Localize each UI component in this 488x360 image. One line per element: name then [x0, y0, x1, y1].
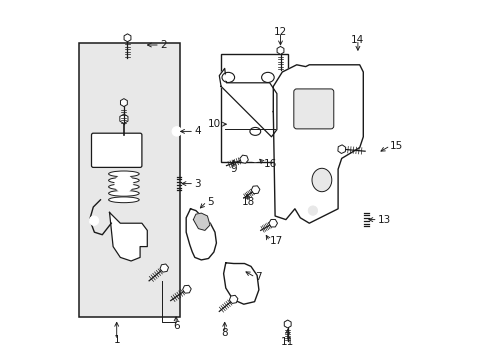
Polygon shape [120, 99, 127, 107]
Ellipse shape [108, 177, 139, 183]
Text: 2: 2 [160, 40, 166, 50]
Text: 13: 13 [377, 215, 390, 225]
Circle shape [102, 152, 109, 158]
Circle shape [89, 216, 99, 225]
Text: 12: 12 [273, 27, 286, 37]
Polygon shape [219, 68, 276, 137]
Ellipse shape [108, 184, 139, 190]
Polygon shape [186, 209, 216, 260]
Ellipse shape [108, 190, 139, 196]
Circle shape [230, 85, 269, 124]
Ellipse shape [108, 197, 139, 203]
Text: 10: 10 [207, 119, 221, 129]
Text: 1: 1 [113, 335, 120, 345]
Polygon shape [182, 285, 191, 293]
Circle shape [236, 91, 263, 118]
Polygon shape [109, 212, 147, 261]
Circle shape [127, 155, 134, 162]
Text: 3: 3 [194, 179, 200, 189]
Text: 14: 14 [350, 35, 364, 45]
Circle shape [307, 206, 317, 215]
Circle shape [243, 278, 252, 287]
FancyBboxPatch shape [293, 89, 333, 129]
Circle shape [245, 280, 250, 285]
Text: 6: 6 [172, 321, 179, 331]
Text: 17: 17 [269, 236, 283, 246]
Polygon shape [193, 213, 209, 230]
Circle shape [110, 139, 116, 145]
Circle shape [264, 74, 271, 81]
Text: 5: 5 [206, 197, 213, 207]
Polygon shape [251, 186, 259, 194]
Circle shape [231, 273, 243, 285]
Polygon shape [277, 46, 284, 54]
Circle shape [174, 129, 179, 134]
Text: 9: 9 [230, 164, 237, 174]
Ellipse shape [108, 171, 139, 177]
Text: 16: 16 [264, 159, 277, 169]
Ellipse shape [222, 72, 234, 82]
Circle shape [242, 96, 257, 112]
Circle shape [231, 288, 235, 292]
Ellipse shape [311, 168, 331, 192]
Text: 7: 7 [255, 272, 262, 282]
Circle shape [115, 175, 133, 193]
Text: 15: 15 [389, 141, 403, 151]
Ellipse shape [261, 72, 274, 82]
Circle shape [129, 231, 140, 241]
Polygon shape [284, 320, 290, 328]
Circle shape [119, 179, 129, 189]
Polygon shape [223, 263, 258, 304]
Text: 8: 8 [221, 328, 227, 338]
Circle shape [224, 78, 275, 130]
Circle shape [253, 154, 257, 159]
Polygon shape [120, 114, 128, 123]
Bar [79, 43, 179, 317]
Circle shape [250, 152, 260, 162]
Polygon shape [124, 34, 131, 42]
Polygon shape [273, 65, 363, 223]
FancyBboxPatch shape [91, 133, 142, 167]
Circle shape [172, 127, 181, 136]
Circle shape [224, 74, 231, 81]
Text: 4: 4 [194, 126, 200, 136]
Circle shape [122, 249, 129, 257]
Polygon shape [239, 155, 248, 163]
Polygon shape [268, 220, 277, 227]
Circle shape [229, 286, 237, 294]
Bar [221, 54, 287, 162]
Ellipse shape [249, 127, 260, 135]
Polygon shape [160, 264, 168, 272]
Circle shape [121, 144, 127, 151]
Text: 18: 18 [241, 197, 254, 207]
Text: 11: 11 [281, 337, 294, 347]
Circle shape [315, 174, 328, 186]
Circle shape [234, 276, 240, 282]
Circle shape [351, 52, 363, 63]
Polygon shape [229, 295, 237, 303]
Circle shape [202, 234, 209, 241]
Circle shape [355, 55, 360, 60]
Polygon shape [337, 145, 345, 153]
